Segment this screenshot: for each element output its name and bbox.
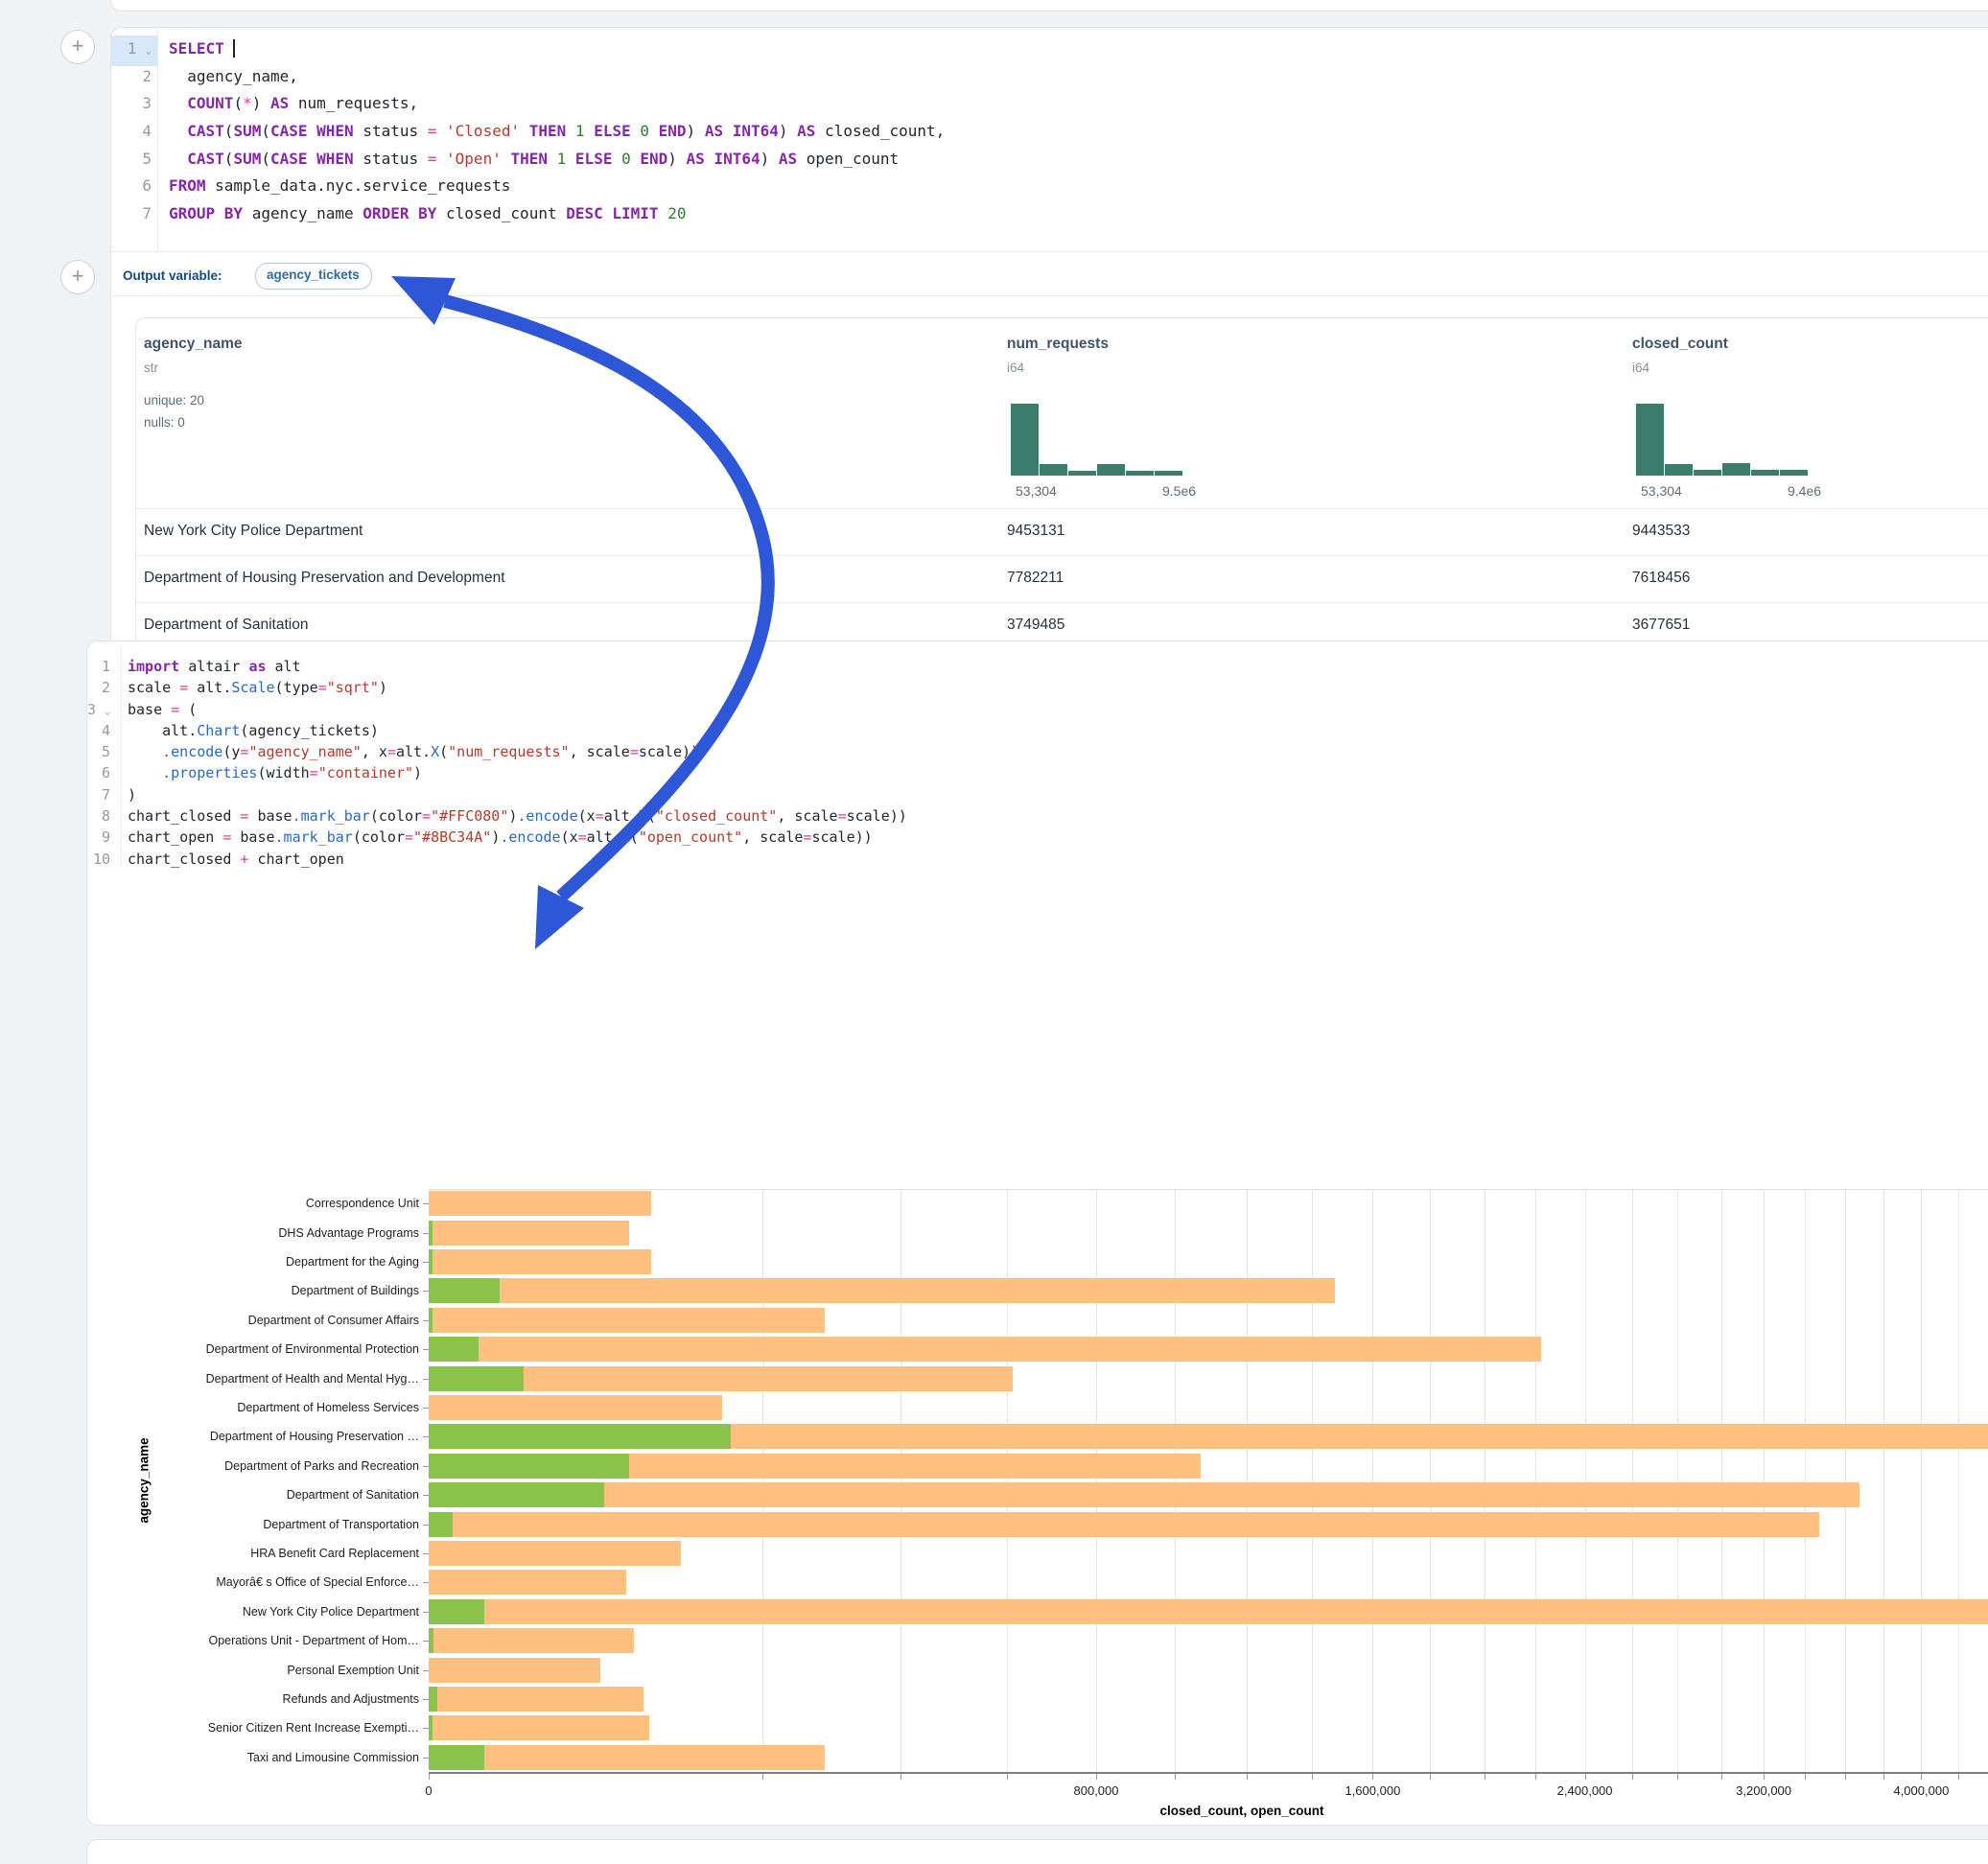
table-cell: New York City Police Department [144, 523, 363, 540]
column-type: i64 [1632, 361, 1649, 375]
code-line-5: 5 CAST(SUM(CASE WHEN status = 'Open' THE… [111, 146, 1988, 174]
output-variable-label: Output variable: [123, 268, 222, 283]
histogram-max-label: 9.4e6 [1788, 483, 1821, 499]
code-line-9: 9chart_open = base.mark_bar(color="#8BC3… [87, 827, 1988, 848]
line-number: 4 [111, 118, 157, 146]
collapse-chevron-icon[interactable]: ⌄ [105, 707, 110, 717]
code-line-6: 6FROM sample_data.nyc.service_requests [111, 173, 1988, 200]
table-cell: 3749485 [1007, 617, 1064, 634]
add-cell-button[interactable]: + [60, 30, 95, 64]
histogram-bar [1780, 470, 1808, 476]
gutter-divider [121, 645, 122, 868]
output-variable-chip[interactable]: agency_tickets [255, 263, 372, 290]
code-line-5: 5 .encode(y="agency_name", x=alt.X("num_… [87, 741, 1988, 762]
code-line-2: 2 agency_name, [111, 63, 1988, 91]
table-cell: 3677651 [1632, 617, 1690, 634]
histogram-min-label: 53,304 [1641, 483, 1682, 499]
collapse-chevron-icon[interactable]: ⌄ [146, 46, 152, 57]
histogram-bar [1011, 404, 1039, 476]
divider [111, 251, 1988, 252]
code-line-1: 1 ⌄SELECT [111, 35, 1988, 63]
histogram-bar [1040, 464, 1067, 476]
histogram-bar [1126, 471, 1154, 476]
line-number: 9 [87, 827, 116, 848]
code-line-10: 10chart_closed + chart_open [87, 849, 1988, 870]
line-number: 7 [87, 784, 116, 805]
line-number: 5 [87, 741, 116, 762]
line-number: 10 [87, 849, 116, 870]
column-type: i64 [1007, 361, 1024, 375]
histogram-max-label: 9.5e6 [1162, 483, 1196, 499]
code-line-1: 1import altair as alt [87, 656, 1988, 677]
column-type: str [144, 361, 158, 375]
code-line-7: 7) [87, 784, 1988, 805]
column-header: closed_count [1632, 336, 1728, 353]
line-number: 2 [111, 63, 157, 91]
add-cell-button-2[interactable]: + [60, 260, 95, 294]
column-stat: unique: 20 [144, 393, 204, 408]
line-number: 1 [87, 656, 116, 677]
code-line-4: 4 alt.Chart(agency_tickets) [87, 720, 1988, 741]
line-number: 4 [87, 720, 116, 741]
table-cell: 7618456 [1632, 570, 1690, 587]
python-cell: 1import altair as alt2scale = alt.Scale(… [86, 641, 1988, 1826]
python-editor[interactable]: 1import altair as alt2scale = alt.Scale(… [87, 656, 1988, 870]
line-number: 8 [87, 805, 116, 827]
divider [111, 295, 1988, 296]
code-line-2: 2scale = alt.Scale(type="sqrt") [87, 677, 1988, 698]
sql-editor[interactable]: 1 ⌄SELECT 2 agency_name,3 COUNT(*) AS nu… [111, 35, 1988, 228]
line-number: 5 [111, 146, 157, 174]
code-line-3: 3 COUNT(*) AS num_requests, [111, 90, 1988, 118]
table-cell: 7782211 [1007, 570, 1064, 587]
previous-cell-edge [110, 0, 1988, 12]
next-cell-edge [86, 1839, 1988, 1864]
text-cursor [233, 39, 235, 58]
code-line-7: 7GROUP BY agency_name ORDER BY closed_co… [111, 200, 1988, 228]
table-cell: Department of Sanitation [144, 617, 308, 634]
table-cell: 9443533 [1632, 523, 1690, 540]
table-cell: Department of Housing Preservation and D… [144, 570, 505, 587]
code-line-3: 3 ⌄base = ( [87, 699, 1988, 720]
column-header: agency_name [144, 336, 243, 353]
histogram-bar [1636, 404, 1664, 476]
histogram-bar [1097, 464, 1125, 476]
code-line-8: 8chart_closed = base.mark_bar(color="#FF… [87, 805, 1988, 827]
line-number: 6 [111, 173, 157, 200]
column-stat: nulls: 0 [144, 415, 185, 430]
histogram-bar [1665, 464, 1693, 476]
notebook-page: + + 1 ⌄SELECT 2 agency_name,3 COUNT(*) A… [0, 0, 1988, 1864]
histogram-bar [1155, 471, 1182, 476]
column-header: num_requests [1007, 336, 1109, 353]
histogram-bar [1694, 470, 1721, 476]
table-cell: 9453131 [1007, 523, 1064, 540]
line-number: 3 [111, 90, 157, 118]
line-number: 2 [87, 677, 116, 698]
histogram-bar [1068, 471, 1096, 476]
histogram-bar [1722, 463, 1750, 476]
table-row[interactable]: New York City Police Department 9453131 94… [136, 508, 1988, 555]
line-number: 6 [87, 762, 116, 783]
table-row[interactable]: Department of Housing Preservation and D… [136, 555, 1988, 602]
line-number: 7 [111, 200, 157, 228]
code-line-4: 4 CAST(SUM(CASE WHEN status = 'Closed' T… [111, 118, 1988, 146]
histogram-min-label: 53,304 [1016, 483, 1057, 499]
histogram-bar [1751, 470, 1779, 476]
gutter-divider [157, 28, 158, 251]
line-number: 1 ⌄ [111, 35, 157, 66]
code-line-6: 6 .properties(width="container") [87, 762, 1988, 783]
output-variable-value: agency_tickets [267, 268, 360, 282]
